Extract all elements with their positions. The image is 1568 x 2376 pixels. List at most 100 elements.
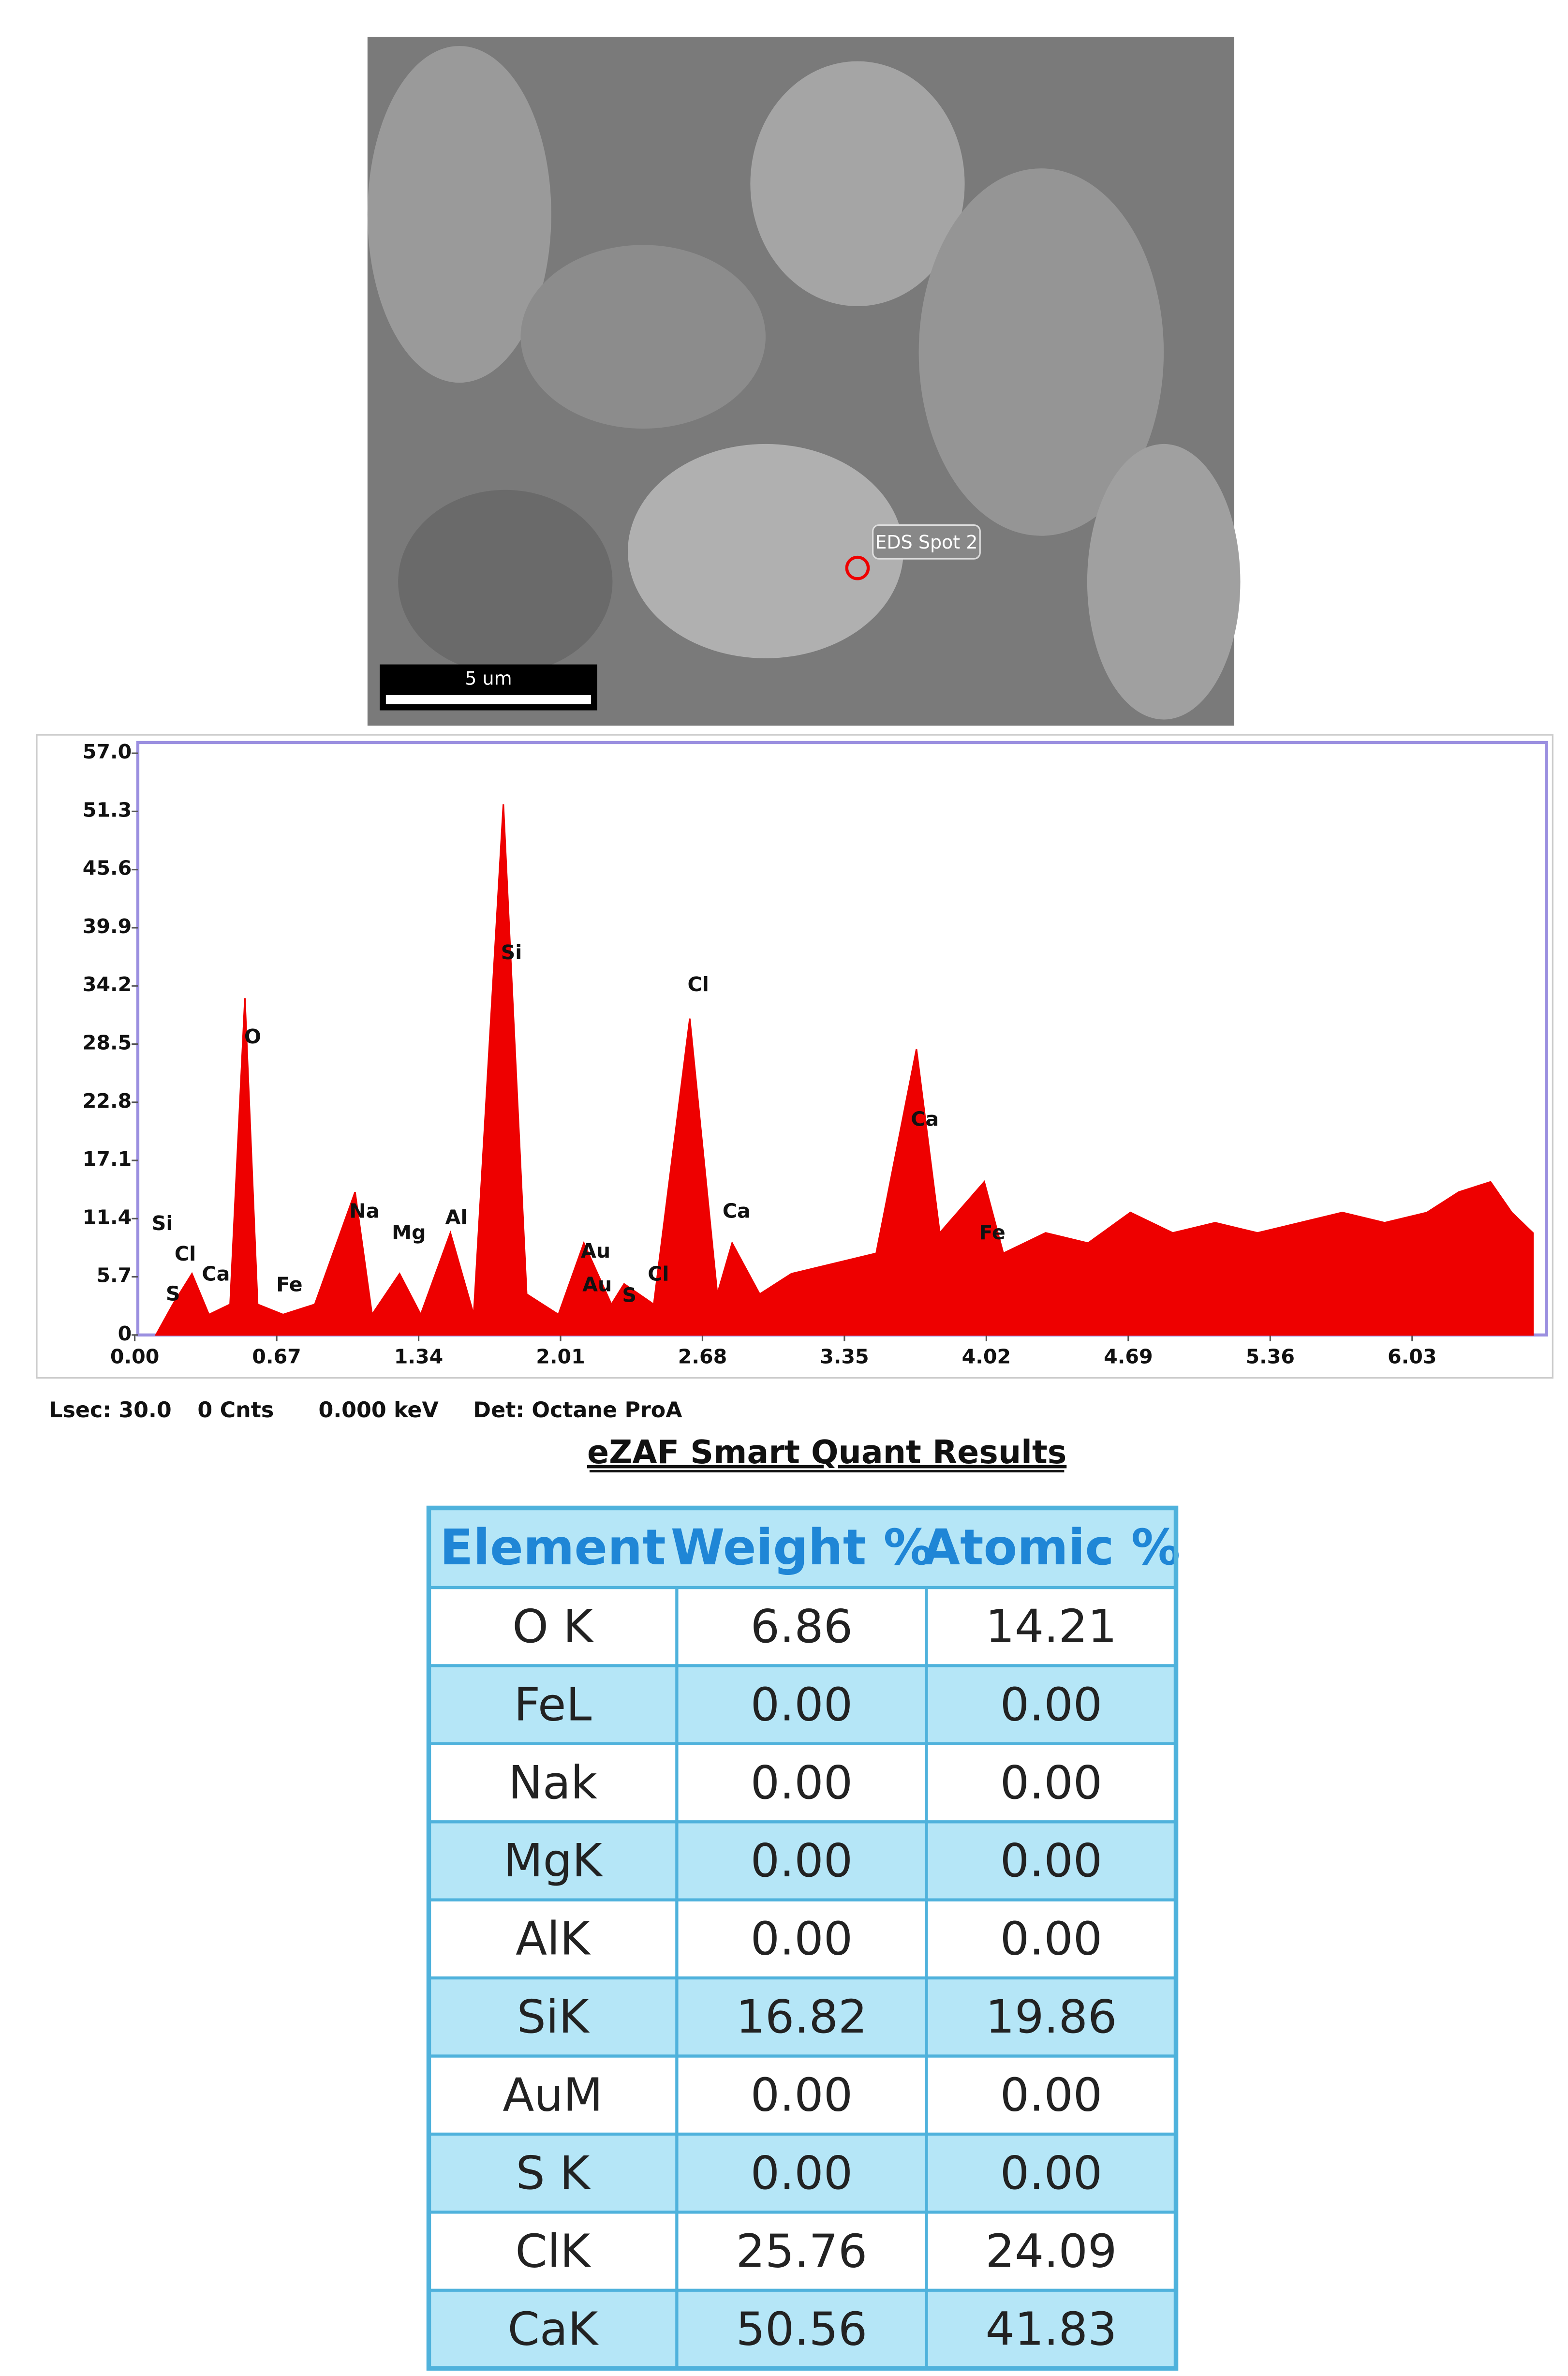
spectrum-area (154, 804, 1534, 1336)
cell: CaK (508, 2303, 600, 2356)
row-bg (429, 2134, 1176, 2213)
spot-label: EDS Spot 2 (875, 532, 977, 553)
peak-label: Al (445, 1205, 467, 1229)
cell: 41.83 (986, 2303, 1117, 2356)
cell: AlK (516, 1913, 591, 1966)
x-tick-label: 0.67 (252, 1345, 301, 1368)
cell: 0.00 (751, 2147, 853, 2200)
y-tick-label: 34.2 (83, 973, 132, 996)
cell: 0.00 (1000, 1756, 1102, 1810)
peak-label: Fe (979, 1221, 1005, 1244)
cell: 0.00 (751, 1834, 853, 1887)
status-item: Lsec: 30.0 (49, 1398, 171, 1423)
cell: FeL (514, 1678, 592, 1731)
grain (1087, 444, 1241, 720)
peak-label: Fe (276, 1273, 302, 1296)
row-bg (429, 1900, 1176, 1978)
cell: 0.00 (751, 1756, 853, 1810)
results-table: Element Weight %Atomic % O K 6.86 14.21 FeL 0.… (426, 1505, 1181, 2371)
peak-label: Si (501, 941, 522, 964)
spot-marker (845, 555, 870, 580)
sem-image: 5 um EDS Spot 2 (367, 36, 1241, 726)
row-bg (429, 1588, 1176, 1666)
peak-label: Cl (175, 1242, 196, 1265)
x-tick-label: 5.36 (1246, 1345, 1295, 1368)
header-cell: Atomic % (922, 1519, 1181, 1576)
x-tick-label: 0.00 (110, 1345, 160, 1368)
spot-label-box (872, 524, 981, 560)
cell: S K (516, 2147, 591, 2200)
cell: 0.00 (1000, 1913, 1102, 1966)
scale-bar (385, 695, 592, 704)
status-bar: Lsec: 30.0 0 Cnts 0.000 keV Det: Octane Pro… (49, 1398, 682, 1423)
status-item: 0 Cnts (197, 1398, 274, 1423)
y-tick-label: 11.4 (83, 1205, 132, 1229)
peak-label: Cl (688, 973, 709, 996)
peak-label: Mg (392, 1221, 426, 1244)
grain (918, 168, 1164, 536)
row-bg (429, 2212, 1176, 2290)
peak-label: Cl (648, 1262, 669, 1285)
header-bg (429, 1508, 1176, 1588)
grain (398, 490, 613, 674)
x-tick-label: 2.01 (536, 1345, 585, 1368)
header-cell: Weight % (671, 1519, 932, 1576)
grain (750, 61, 965, 306)
cell: 25.76 (736, 2225, 867, 2278)
y-tick-label: 17.1 (83, 1147, 132, 1171)
peak-label: Au (582, 1273, 612, 1296)
peak-label: Ca (911, 1108, 939, 1131)
cell: 0.00 (751, 1913, 853, 1966)
cell: 0.00 (751, 1678, 853, 1731)
y-tick-label: 45.6 (83, 857, 132, 880)
peak-label: S (166, 1282, 180, 1306)
row-bg (429, 1665, 1176, 1744)
status-item: 0.000 keV (319, 1398, 439, 1423)
cell: 19.86 (986, 1990, 1117, 2044)
x-tick-label: 3.35 (820, 1345, 869, 1368)
x-tick-label: 1.34 (394, 1345, 444, 1368)
table-border (426, 1505, 1179, 2371)
peak-label: S (622, 1284, 636, 1307)
x-tick-label: 2.68 (678, 1345, 727, 1368)
y-tick-label: 57.0 (83, 740, 132, 763)
cell: 0.00 (1000, 1834, 1102, 1887)
cell: SiK (517, 1990, 590, 2044)
status-item: Det: Octane ProA (473, 1398, 682, 1423)
peak-label: Si (152, 1212, 173, 1235)
cell: 0.00 (1000, 2147, 1102, 2200)
scale-bar-label: 5 um (465, 668, 512, 689)
peak-label: Ca (202, 1262, 230, 1285)
row-bg (429, 1978, 1176, 2056)
cell: 6.86 (751, 1600, 853, 1653)
peak-label: O (244, 1025, 261, 1048)
y-tick-label: 39.9 (83, 915, 132, 938)
x-tick-label: 6.03 (1388, 1345, 1437, 1368)
cell: 50.56 (736, 2303, 867, 2356)
cell: 0.00 (751, 2068, 853, 2122)
y-tick-label: 5.7 (96, 1264, 132, 1287)
row-bg (429, 2056, 1176, 2134)
y-tick-label: 51.3 (83, 798, 132, 821)
x-tick-label: 4.69 (1104, 1345, 1153, 1368)
y-tick-label: 28.5 (83, 1031, 132, 1054)
cell: 14.21 (986, 1600, 1117, 1653)
peak-label: Au (581, 1239, 610, 1262)
cell: 24.09 (986, 2225, 1117, 2278)
header-cell: Element (440, 1519, 666, 1576)
cell: MgK (503, 1834, 604, 1887)
cell: AuM (503, 2068, 603, 2122)
cell: 16.82 (736, 1990, 867, 2044)
cell: ClK (515, 2225, 592, 2278)
grain (628, 444, 903, 658)
table-title: eZAF Smart Quant Results (587, 1433, 1066, 1471)
row-bg (429, 1822, 1176, 1900)
grain (367, 45, 551, 383)
cell: Nak (508, 1756, 597, 1810)
row-bg (429, 1743, 1176, 1822)
y-tick-label: 22.8 (83, 1089, 132, 1113)
cell: 0.00 (1000, 2068, 1102, 2122)
grain (520, 245, 766, 429)
